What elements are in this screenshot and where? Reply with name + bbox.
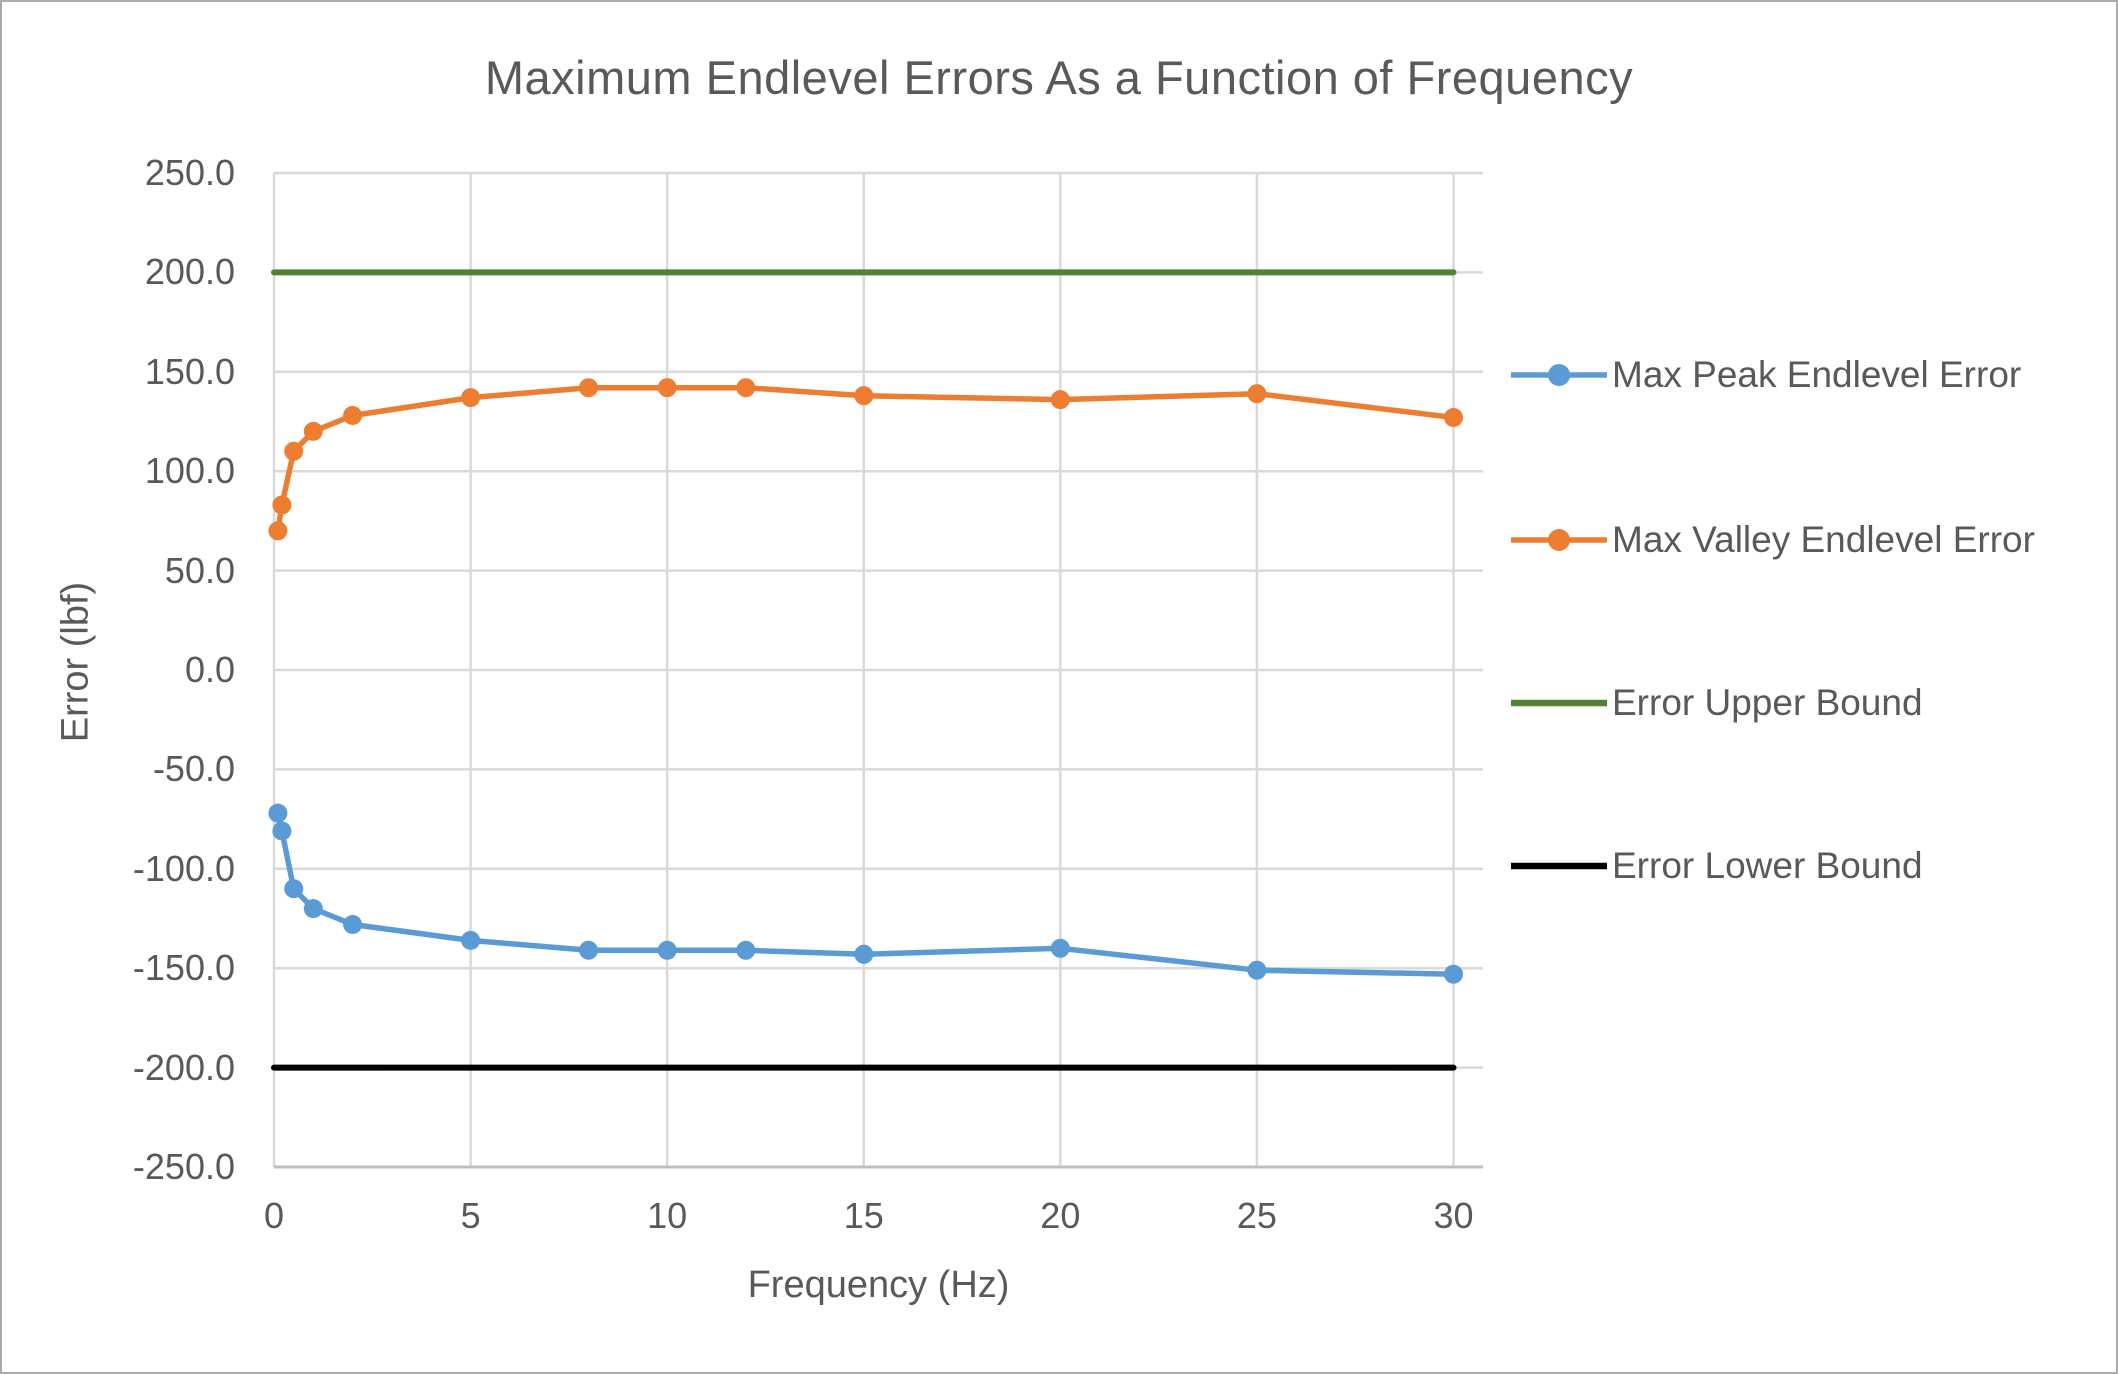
series-line-1: [275, 384, 1457, 534]
y-tick-label: -150.0: [132, 947, 235, 989]
data-point-marker: [272, 495, 292, 515]
x-tick-label: 25: [1236, 1195, 1277, 1236]
y-axis-title: Error (lbf): [54, 581, 97, 743]
data-point-marker: [1050, 390, 1070, 410]
legend-entry-3: Error Lower Bound: [1510, 844, 1923, 888]
legend-swatch-icon: [1511, 529, 1607, 551]
legend-swatch-icon: [1511, 862, 1607, 870]
legend-label: Max Peak Endlevel Error: [1612, 354, 2022, 395]
x-tick-label: 15: [843, 1195, 884, 1236]
x-tick-label: 30: [1433, 1195, 1474, 1236]
x-tick-label: 0: [263, 1195, 285, 1236]
data-point-marker: [284, 879, 304, 899]
x-tick-label: 20: [1040, 1195, 1081, 1236]
y-tick-label: 0.0: [184, 649, 235, 690]
data-point-marker: [854, 386, 874, 406]
x-tick-label: 10: [647, 1195, 688, 1236]
data-point-marker: [1444, 408, 1463, 427]
data-point-marker: [1247, 960, 1267, 980]
data-point-marker: [1444, 964, 1463, 984]
data-point-marker: [579, 940, 598, 960]
y-tick-label: 100.0: [144, 450, 235, 492]
legend-label: Error Upper Bound: [1612, 682, 1923, 723]
x-tick-label: 5: [460, 1195, 481, 1236]
data-point-marker: [268, 521, 288, 541]
legend-entry-1: Max Valley Endlevel Error: [1510, 518, 2035, 562]
data-point-marker: [461, 930, 481, 950]
x-axis-title: Frequency (Hz): [747, 1264, 1010, 1306]
y-tick-label: -50.0: [152, 748, 235, 790]
data-point-marker: [854, 944, 874, 964]
legend-swatch-icon: [1511, 699, 1607, 707]
data-point-marker: [461, 388, 481, 408]
legend-entry-2: Error Upper Bound: [1510, 681, 1923, 725]
data-point-marker: [268, 803, 288, 823]
data-point-marker: [1247, 384, 1267, 404]
data-point-marker: [736, 940, 756, 960]
y-tick-label: 200.0: [144, 251, 235, 293]
y-tick-label: 50.0: [164, 549, 235, 591]
data-point-marker: [272, 821, 292, 841]
legend-label: Max Valley Endlevel Error: [1612, 519, 2035, 560]
chart-title: Maximum Endlevel Errors As a Function of…: [484, 51, 1634, 104]
data-point-marker: [1050, 938, 1070, 958]
data-point-marker: [657, 378, 677, 398]
legend-label: Error Lower Bound: [1612, 845, 1923, 886]
data-point-marker: [736, 378, 756, 398]
y-tick-label: -100.0: [132, 847, 235, 889]
y-tick-label: -250.0: [132, 1146, 235, 1187]
legend-swatch-icon: [1511, 364, 1607, 386]
legend-entry-0: Max Peak Endlevel Error: [1510, 353, 2021, 397]
data-point-marker: [343, 406, 363, 425]
y-tick-label: -200.0: [132, 1046, 235, 1088]
data-point-marker: [657, 940, 677, 960]
data-point-marker: [579, 378, 598, 398]
data-point-marker: [343, 915, 363, 934]
y-tick-label: 150.0: [144, 350, 235, 392]
data-point-marker: [303, 899, 323, 919]
y-tick-label: 250.0: [144, 152, 235, 193]
data-point-marker: [284, 441, 304, 461]
data-point-marker: [303, 421, 323, 441]
